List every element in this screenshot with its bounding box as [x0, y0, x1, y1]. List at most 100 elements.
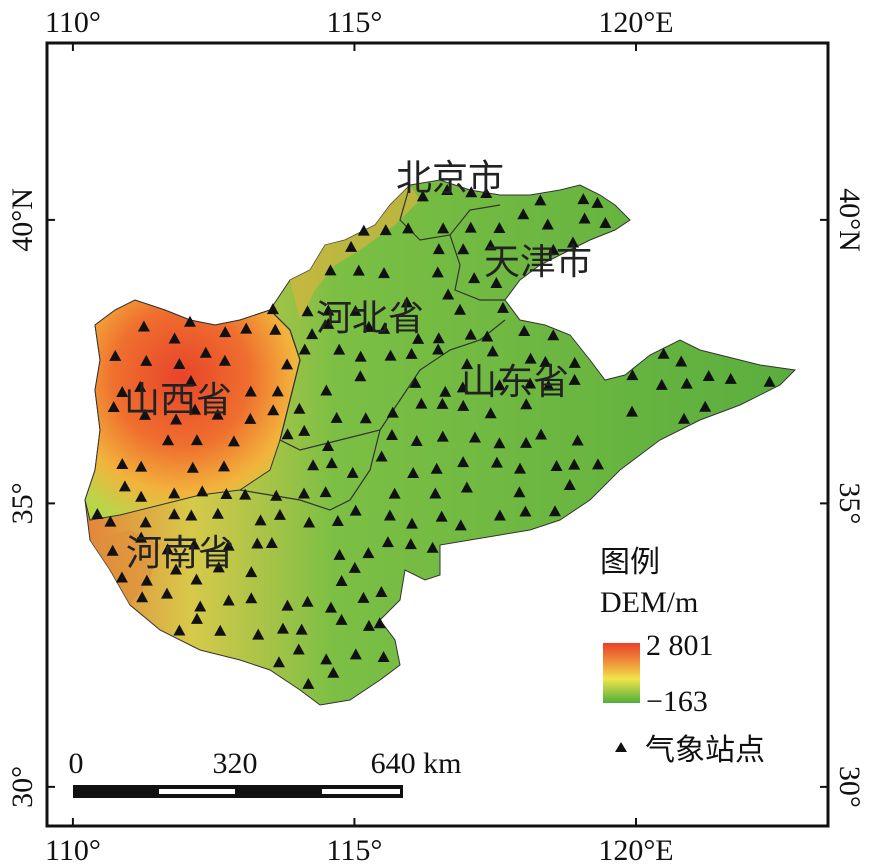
station-marker — [493, 222, 506, 234]
station-marker — [354, 370, 367, 382]
y-tick-label-right: 30° — [833, 766, 866, 808]
station-marker — [281, 599, 294, 611]
station-marker — [322, 317, 335, 329]
station-marker — [135, 531, 148, 543]
station-marker — [520, 436, 533, 448]
station-marker — [518, 325, 531, 337]
station-marker — [324, 264, 337, 276]
station-marker — [254, 514, 267, 526]
y-tick-label-right: 35° — [833, 482, 866, 524]
station-marker — [405, 347, 418, 359]
station-marker — [327, 666, 340, 678]
station-marker — [541, 218, 554, 230]
station-marker — [139, 408, 152, 420]
station-marker — [281, 428, 294, 440]
station-marker — [377, 650, 390, 662]
station-marker — [702, 369, 715, 381]
station-marker — [227, 435, 240, 447]
station-marker — [484, 239, 497, 251]
station-marker — [170, 563, 183, 575]
station-marker — [548, 505, 561, 517]
station-marker — [465, 186, 478, 198]
station-marker — [335, 575, 348, 587]
station-marker — [139, 516, 152, 528]
station-marker — [563, 478, 576, 490]
station-marker — [245, 566, 258, 578]
station-marker — [591, 196, 604, 208]
station-marker — [437, 222, 450, 234]
legend-station-symbol — [615, 742, 627, 752]
station-marker — [303, 516, 316, 528]
station-marker — [657, 347, 670, 359]
station-marker — [493, 437, 506, 449]
station-marker — [547, 243, 560, 255]
station-marker — [388, 487, 401, 499]
station-marker — [118, 480, 131, 492]
station-marker — [185, 509, 198, 521]
station-marker — [330, 411, 343, 423]
station-marker — [183, 315, 196, 327]
station-marker — [514, 462, 527, 474]
station-marker — [416, 190, 429, 202]
station-marker — [319, 486, 332, 498]
province-label: 河北省 — [316, 298, 424, 338]
scale-label: 640 km — [371, 747, 462, 780]
station-marker — [115, 571, 128, 583]
station-marker — [251, 537, 264, 549]
x-tick-label-top: 110° — [45, 6, 101, 39]
province-borders — [239, 184, 506, 511]
station-marker — [307, 459, 320, 471]
station-marker — [550, 459, 563, 471]
station-marker — [322, 304, 335, 316]
station-marker — [381, 536, 394, 548]
station-marker — [591, 458, 604, 470]
station-marker — [301, 305, 314, 317]
station-marker — [568, 373, 581, 385]
station-marker — [460, 481, 473, 493]
station-marker — [320, 653, 333, 665]
station-marker — [218, 460, 231, 472]
scale-bar: 0 320 640 km — [69, 747, 462, 798]
station-marker — [160, 587, 173, 599]
x-tick-label-top: 115° — [326, 6, 382, 39]
station-marker — [211, 408, 224, 420]
station-marker — [724, 372, 737, 384]
station-marker — [359, 412, 372, 424]
legend-max: 2 801 — [646, 629, 714, 662]
station-marker — [524, 352, 537, 364]
station-marker — [362, 320, 375, 332]
station-marker — [244, 412, 257, 424]
province-label: 山东省 — [461, 362, 569, 402]
station-marker — [219, 326, 232, 338]
station-marker — [402, 222, 415, 234]
station-marker — [484, 407, 497, 419]
border — [269, 309, 506, 451]
station-marker — [140, 574, 153, 586]
station-marker — [578, 212, 591, 224]
station-marker — [493, 509, 506, 521]
station-marker — [481, 330, 494, 342]
station-marker — [188, 538, 201, 550]
station-marker — [162, 434, 175, 446]
station-marker — [457, 456, 470, 468]
stations — [91, 183, 776, 689]
station-marker — [199, 346, 212, 358]
station-marker — [468, 431, 481, 443]
station-marker — [432, 243, 445, 255]
station-marker — [577, 193, 590, 205]
x-tick-label-bottom: 115° — [326, 834, 382, 867]
station-marker — [415, 397, 428, 409]
station-marker — [220, 487, 233, 499]
station-marker — [245, 592, 258, 604]
station-marker — [357, 224, 370, 236]
station-marker — [436, 430, 449, 442]
station-marker — [333, 548, 346, 560]
station-marker — [436, 397, 449, 409]
station-marker — [265, 536, 278, 548]
station-marker — [170, 413, 183, 425]
station-marker — [519, 505, 532, 517]
station-marker — [302, 677, 315, 689]
station-marker — [349, 504, 362, 516]
station-marker — [194, 600, 207, 612]
station-marker — [240, 322, 253, 334]
